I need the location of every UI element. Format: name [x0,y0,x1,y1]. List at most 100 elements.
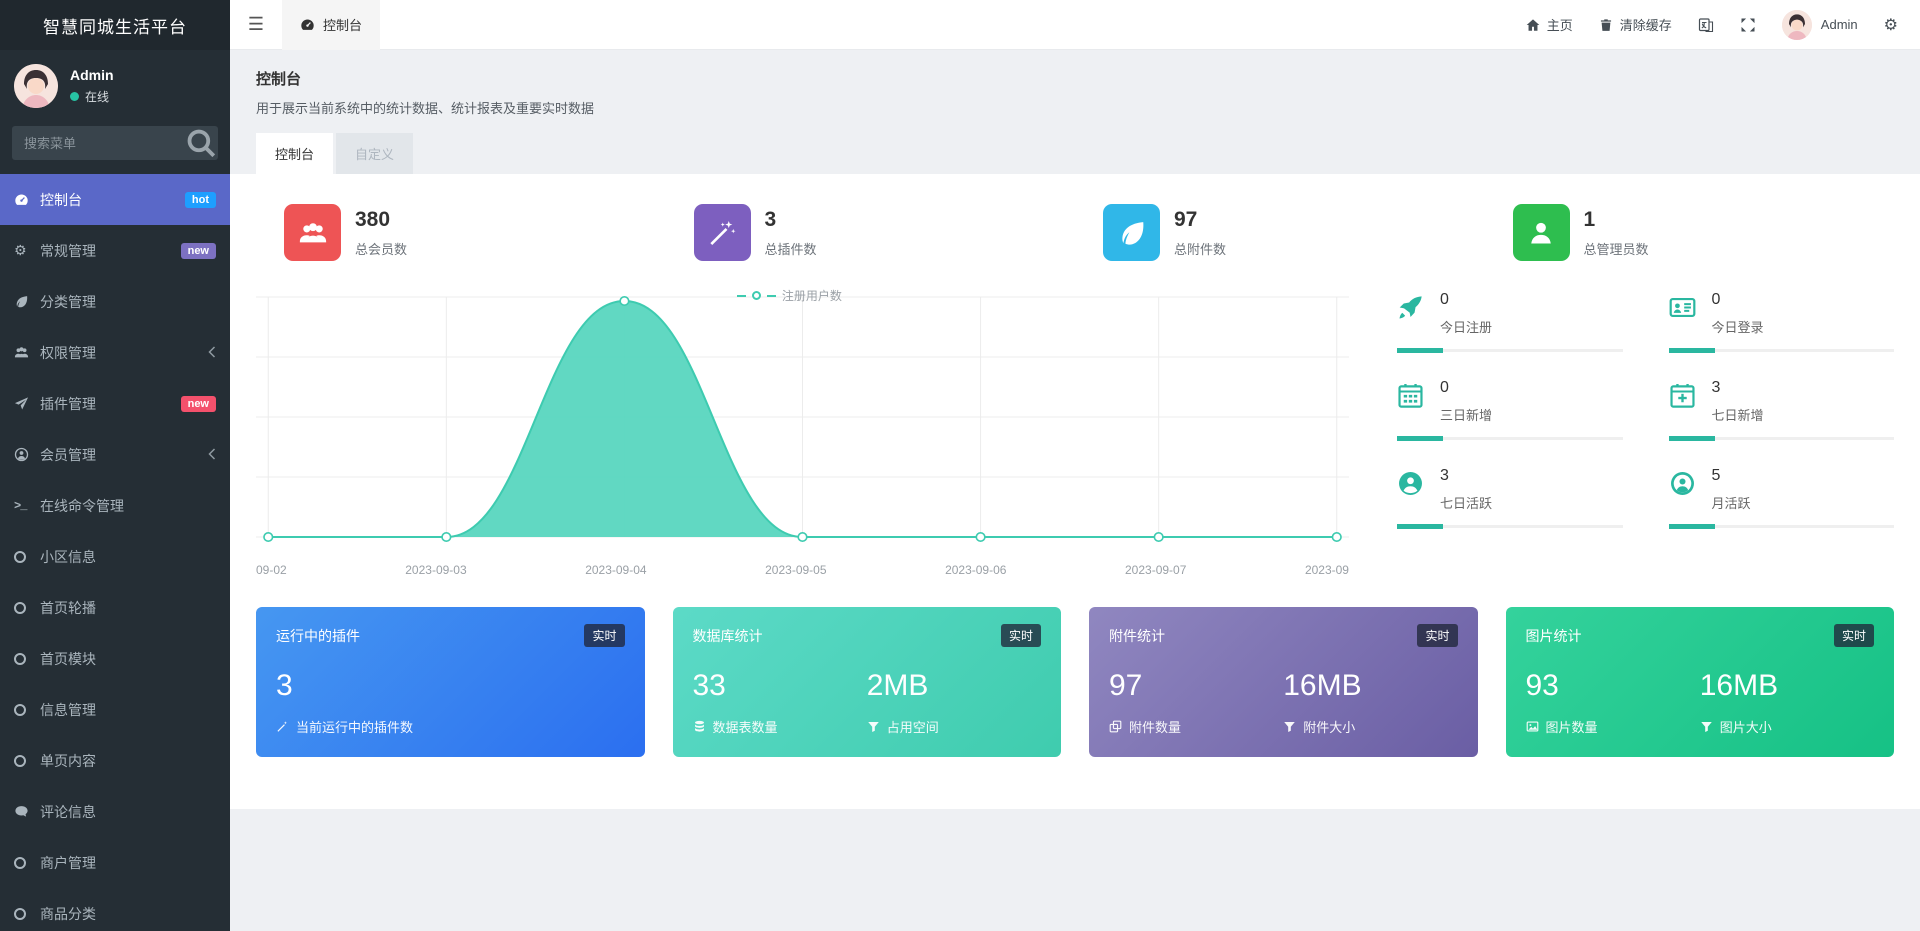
filter-icon [867,722,879,733]
avatar [1781,9,1812,40]
panel-database-stats: 数据库统计 实时 33 数据表数量 2MB [672,607,1061,757]
hamburger-icon[interactable]: ☰ [230,0,282,50]
sidebar-item-permissions[interactable]: 权限管理 [0,327,230,378]
gears-icon: ⚙ [14,242,27,258]
new-badge: new [180,395,216,412]
mini-stat-bar [1397,348,1623,353]
chart-x-axis: 09-02 2023-09-03 2023-09-04 2023-09-05 2… [256,563,1349,577]
sidebar-item-comments[interactable]: 评论信息 [0,786,230,837]
filter-icon [1700,722,1712,733]
sidebar-item-members[interactable]: 会员管理 [0,429,230,480]
realtime-panels: 运行中的插件 实时 3 当前运行中的插件数 数据库统计 实时 [256,607,1894,757]
gauge-icon [301,19,314,30]
sidebar-item-product-categories[interactable]: 商品分类 [0,888,230,931]
calendar-icon [1397,379,1427,424]
filter-icon [1284,722,1296,733]
registrations-chart: 注册用户数 09-02 2023-09-03 2023-09-04 2023-0… [256,287,1349,577]
user-icon [14,447,40,462]
sidebar-item-plugins[interactable]: 插件管理 new [0,378,230,429]
mini-stat-bar [1397,436,1623,441]
mini-stat-bar [1668,436,1894,441]
sidebar-item-community-info[interactable]: 小区信息 [0,531,230,582]
users-icon [14,345,40,360]
mini-stat-3day-new: 0 三日新增 [1397,379,1623,441]
mini-stat-today-login: 0 今日登录 [1668,291,1894,353]
circle-icon [14,703,40,716]
circle-icon [14,856,40,869]
summary-card-plugins: 3 总插件数 [666,204,1076,261]
mini-stat-today-registered: 0 今日注册 [1397,291,1623,353]
home-icon [1526,18,1540,31]
summary-cards: 380 总会员数 3 总插件数 97 总附件数 [256,204,1894,261]
settings-gear-icon[interactable]: ⚙ [1883,16,1898,34]
home-button[interactable]: 主页 [1526,15,1573,34]
calendar-plus-icon [1669,379,1699,424]
summary-card-attachments: 97 总附件数 [1075,204,1485,261]
chart-legend: 注册用户数 [736,287,842,304]
mini-stat-bar [1668,524,1894,529]
sidebar-item-category[interactable]: 分类管理 [0,276,230,327]
panel-image-stats: 图片统计 实时 93 图片数量 16MB [1505,607,1894,757]
mini-stats: 0 今日注册 0 今日登录 [1349,287,1894,577]
language-icon[interactable] [1698,17,1714,33]
circle-icon [14,652,40,665]
trash-icon [1600,18,1611,31]
fullscreen-icon[interactable] [1740,17,1756,33]
sidebar-item-home-modules[interactable]: 首页模块 [0,633,230,684]
circle-icon [14,601,40,614]
sidebar-item-info-management[interactable]: 信息管理 [0,684,230,735]
sidebar-item-dashboard[interactable]: 控制台 hot [0,174,230,225]
sidebar-item-home-carousel[interactable]: 首页轮播 [0,582,230,633]
mini-stat-7day-new: 3 七日新增 [1668,379,1894,441]
page-title: 控制台 [256,71,302,88]
search-icon[interactable] [184,126,218,160]
new-badge: new [180,242,216,259]
navbar-tab-dashboard[interactable]: 控制台 [282,0,381,50]
gauge-icon [14,192,40,207]
terminal-icon: >_ [14,498,27,513]
mini-stat-bar [1668,348,1894,353]
user-circle-icon [1397,467,1427,512]
user-name: Admin [70,67,114,83]
mini-stat-month-active: 5 月活跃 [1668,467,1894,529]
app-title: 智慧同城生活平台 [0,0,230,50]
tab-custom[interactable]: 自定义 [336,133,414,174]
sidebar: 智慧同城生活平台 Admin 在线 控制台 hot ⚙ 常规管理 new [0,0,230,931]
sidebar-search [12,126,218,160]
leaf-icon [14,294,40,309]
sidebar-item-merchants[interactable]: 商户管理 [0,837,230,888]
magic-wand-icon [277,721,287,732]
users-icon [284,204,341,261]
magic-wand-icon [693,204,751,261]
sidebar-item-general[interactable]: ⚙ 常规管理 new [0,225,230,276]
realtime-badge: 实时 [1000,624,1041,647]
tab-dashboard[interactable]: 控制台 [256,133,334,174]
username: Admin [1820,17,1858,32]
realtime-badge: 实时 [1833,624,1874,647]
circle-icon [14,754,40,767]
summary-card-admins: 1 总管理员数 [1485,204,1895,261]
chevron-left-icon [208,345,216,361]
clear-cache-button[interactable]: 清除缓存 [1599,15,1672,34]
sidebar-item-online-commands[interactable]: >_ 在线命令管理 [14,497,124,514]
paper-plane-icon [14,396,40,411]
image-icon [1526,721,1538,732]
user-status: 在线 [85,90,110,104]
page-subtitle: 用于展示当前系统中的统计数据、统计报表及重要实时数据 [256,101,595,116]
user-menu[interactable]: Admin [1781,9,1858,40]
sidebar-item-single-page[interactable]: 单页内容 [0,735,230,786]
online-status-dot [70,92,79,101]
dashboard-panel: 380 总会员数 3 总插件数 97 总附件数 [230,174,1920,809]
admin-user-icon [1512,204,1570,261]
top-navbar: ☰ 控制台 主页 清除缓存 Admin ⚙ [230,0,1920,50]
search-input[interactable] [12,126,218,160]
user-panel: Admin 在线 [0,50,230,120]
summary-card-members: 380 总会员数 [256,204,666,261]
leaf-icon [1103,204,1160,261]
avatar [14,64,58,108]
hot-badge: hot [184,191,216,208]
comment-icon [14,804,40,819]
realtime-badge: 实时 [584,624,625,647]
clone-icon [1109,720,1122,733]
legend-marker-icon [751,291,761,300]
